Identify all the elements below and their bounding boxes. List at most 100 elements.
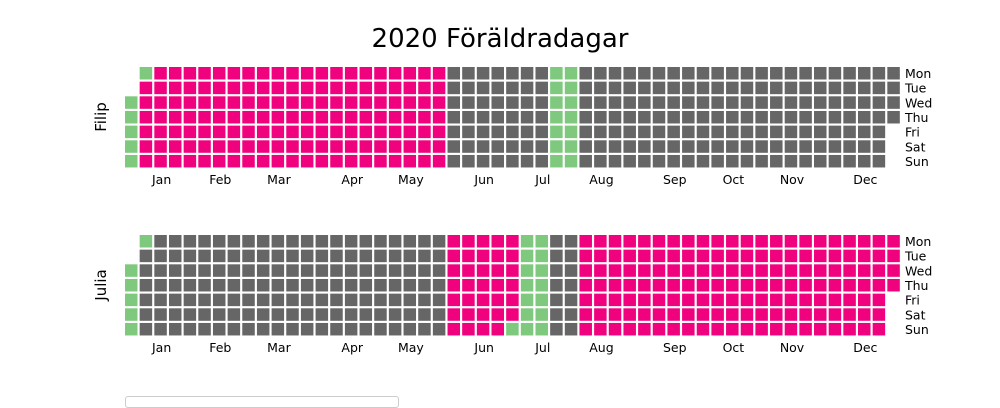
day-cell-other [183, 322, 197, 336]
day-cell-parental_leave [579, 293, 592, 307]
day-cell-parental_leave [271, 154, 285, 168]
day-cell-parental_leave [608, 308, 622, 321]
day-cell-other [594, 67, 607, 80]
day-cell-other [300, 235, 314, 248]
day-cell-other [154, 293, 167, 307]
day-cell-other [476, 140, 490, 153]
day-cell-parental_leave [344, 96, 358, 109]
day-cell-other [432, 308, 446, 321]
day-cell-other [198, 249, 211, 263]
day-cell-other [300, 322, 314, 336]
day-cell-parental_leave [594, 264, 607, 277]
day-cell-other [682, 110, 695, 124]
day-cell-parental_leave [418, 154, 431, 168]
day-cell-parental_leave [388, 96, 402, 109]
day-cell-parental_leave [256, 110, 270, 124]
day-cell-parental_leave [447, 278, 461, 292]
day-cell-parental_leave [198, 96, 211, 109]
day-cell-other [286, 278, 299, 292]
day-cell-other [154, 322, 167, 336]
day-cell-other [770, 81, 783, 95]
day-cell-other [667, 110, 680, 124]
day-cell-other [726, 81, 739, 95]
day-cell-other [344, 235, 358, 248]
day-cell-other [476, 96, 490, 109]
day-cell-other [799, 154, 812, 168]
day-cell-parental_leave [887, 235, 900, 248]
day-cell-other [168, 322, 182, 336]
weekday-label: Fri [905, 293, 920, 308]
day-cell-other [256, 249, 270, 263]
day-cell-parental_leave [814, 278, 827, 292]
day-cell-other [887, 110, 900, 124]
day-cell-other [784, 154, 798, 168]
day-cell-other [256, 293, 270, 307]
day-cell-other [520, 110, 534, 124]
day-cell-parental_leave [168, 140, 182, 153]
day-cell-other [652, 140, 666, 153]
day-cell-other [198, 322, 211, 336]
day-cell-parental_leave [608, 278, 622, 292]
chart-title: 2020 Föräldradagar [372, 24, 629, 54]
day-cell-parental_leave [183, 125, 197, 139]
day-cell-parental_leave [227, 154, 241, 168]
day-cell-other [770, 125, 783, 139]
weekday-label: Sun [905, 154, 929, 169]
day-cell-other [183, 278, 197, 292]
day-cell-other [682, 81, 695, 95]
day-cell-other [227, 235, 241, 248]
day-cell-other [740, 67, 754, 80]
day-cell-other [828, 154, 842, 168]
day-cell-other [696, 110, 710, 124]
day-cell-other [638, 96, 651, 109]
day-cell-parental_leave [799, 249, 812, 263]
day-cell-parental_leave [711, 249, 724, 263]
day-cell-other [843, 154, 856, 168]
day-cell-other [520, 67, 534, 80]
day-cell-other [491, 67, 504, 80]
day-cell-parental_leave [652, 278, 666, 292]
day-cell-parental_leave [212, 67, 226, 80]
day-cell-other [271, 322, 285, 336]
day-cell-other [359, 264, 373, 277]
day-cell-other [344, 249, 358, 263]
day-cell-parental_leave [388, 81, 402, 95]
day-cell-other [682, 125, 695, 139]
day-cell-other [432, 322, 446, 336]
day-cell-parental_leave [462, 264, 475, 277]
day-cell-other [330, 249, 343, 263]
day-cell-other [315, 249, 329, 263]
day-cell-holiday [125, 154, 138, 168]
day-cell-other [506, 140, 519, 153]
day-cell-other [359, 278, 373, 292]
day-cell-parental_leave [594, 235, 607, 248]
day-cell-parental_leave [843, 249, 856, 263]
day-cell-other [212, 235, 226, 248]
day-cell-other [447, 67, 461, 80]
day-cell-other [374, 264, 387, 277]
day-cell-parental_leave [447, 264, 461, 277]
day-cell-parental_leave [579, 235, 592, 248]
day-cell-other [740, 96, 754, 109]
day-cell-other [447, 110, 461, 124]
day-cell-parental_leave [359, 110, 373, 124]
day-cell-other [535, 81, 548, 95]
day-cell-parental_leave [388, 140, 402, 153]
weekday-label: Mon [905, 66, 931, 81]
day-cell-other [564, 249, 578, 263]
day-cell-parental_leave [814, 308, 827, 321]
weekday-label: Sun [905, 322, 929, 337]
day-cell-other [564, 322, 578, 336]
day-cell-other [330, 308, 343, 321]
day-cell-parental_leave [183, 81, 197, 95]
day-cell-parental_leave [711, 308, 724, 321]
day-cell-parental_leave [154, 81, 167, 95]
day-cell-other [594, 96, 607, 109]
day-cell-parental_leave [682, 293, 695, 307]
day-cell-holiday [520, 293, 534, 307]
day-cell-parental_leave [843, 264, 856, 277]
day-cell-parental_leave [271, 67, 285, 80]
day-cell-other [711, 125, 724, 139]
day-cell-other [579, 154, 592, 168]
day-cell-other [843, 140, 856, 153]
